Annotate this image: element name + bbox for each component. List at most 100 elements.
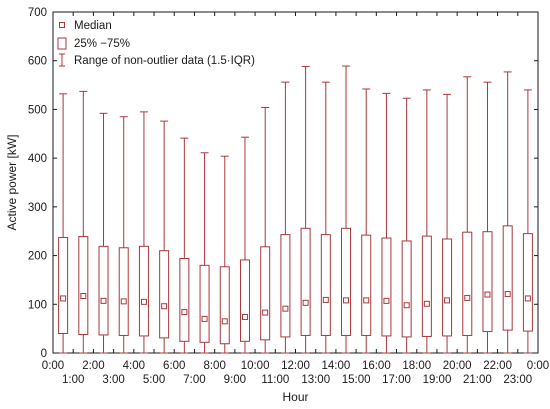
y-axis-title: Active power [kW] — [5, 134, 19, 230]
iqr-box — [300, 227, 311, 336]
x-tick-label: 5:00 — [143, 374, 165, 386]
y-tick-label: 700 — [28, 7, 47, 19]
iqr-box — [98, 245, 109, 336]
x-tick-label: 16:00 — [362, 360, 391, 372]
median-marker — [241, 313, 248, 320]
y-tick-label: 400 — [28, 153, 47, 165]
iqr-box — [442, 238, 453, 337]
box-2-00 — [98, 112, 109, 354]
x-tick-label: 13:00 — [301, 374, 330, 386]
iqr-box — [482, 231, 493, 333]
x-tick-label: 6:00 — [163, 360, 185, 372]
x-tick-label: 4:00 — [123, 360, 145, 372]
box-8-00 — [219, 155, 230, 354]
box-4-00 — [138, 111, 149, 354]
box-16-00 — [381, 92, 392, 354]
y-tick-label: 0 — [41, 348, 47, 360]
median-marker — [524, 295, 531, 302]
x-tick-label: 22:00 — [483, 360, 512, 372]
x-tick-label: 20:00 — [443, 360, 472, 372]
x-axis: 0:00 2:00 4:00 6:00 8:00 10:00 12:00 14:00 16:00… — [42, 12, 549, 386]
box-11-00 — [280, 81, 291, 354]
iqr-box — [381, 237, 392, 337]
median-marker — [262, 309, 269, 316]
median-marker — [181, 309, 188, 316]
x-tick-label: 3:00 — [102, 374, 124, 386]
iqr-box — [118, 247, 129, 336]
x-tick-label: 7:00 — [183, 374, 205, 386]
box-13-00 — [320, 81, 331, 354]
box-17-00 — [401, 97, 412, 354]
box-5-00 — [159, 120, 170, 354]
median-marker — [423, 300, 430, 307]
median-marker — [161, 303, 168, 310]
x-tick-label: 12:00 — [281, 360, 310, 372]
median-marker — [60, 295, 67, 302]
box-3-00 — [118, 116, 129, 354]
box-1-00 — [78, 90, 89, 354]
iqr-box — [179, 257, 190, 342]
x-tick-label: 10:00 — [241, 360, 270, 372]
iqr-box — [199, 264, 210, 343]
box-9-00 — [239, 136, 250, 354]
x-axis-title: Hour — [282, 390, 308, 404]
box-12-00 — [300, 66, 311, 354]
legend-whisker-marker — [59, 53, 65, 67]
y-tick-label: 500 — [28, 104, 47, 116]
box-15-00 — [361, 88, 372, 354]
legend-median-marker — [59, 22, 65, 28]
x-tick-label: 17:00 — [382, 374, 411, 386]
x-tick-label: 2:00 — [82, 360, 104, 372]
y-tick-label: 600 — [28, 56, 47, 68]
iqr-box — [522, 233, 533, 332]
iqr-box — [462, 231, 473, 336]
box-14-00 — [341, 65, 352, 354]
box-10-00 — [260, 106, 271, 354]
median-marker — [302, 299, 309, 306]
x-tick-label: 15:00 — [342, 374, 371, 386]
box-23-00 — [522, 89, 533, 354]
median-marker — [383, 297, 390, 304]
iqr-box — [320, 234, 331, 336]
iqr-box — [239, 259, 250, 342]
y-axis: 0 100 200 300 400 500 600 700 — [28, 7, 538, 360]
box-18-00 — [421, 89, 432, 354]
box-6-00 — [179, 137, 190, 354]
median-marker — [403, 302, 410, 309]
median-marker — [484, 291, 491, 298]
x-tick-label: 21:00 — [463, 374, 492, 386]
x-tick-label: 14:00 — [322, 360, 351, 372]
iqr-box — [58, 237, 69, 335]
median-marker — [282, 305, 289, 312]
y-tick-label: 300 — [28, 202, 47, 214]
box-22-00 — [502, 71, 513, 354]
median-marker — [140, 298, 147, 305]
legend-box: 25% −75% — [57, 37, 130, 50]
iqr-box — [159, 250, 170, 339]
x-tick-label: 11:00 — [261, 374, 289, 386]
median-marker — [504, 291, 511, 298]
legend-box-label: 25% −75% — [74, 38, 130, 50]
iqr-box — [219, 266, 230, 345]
box-21-00 — [482, 81, 493, 354]
iqr-box — [78, 236, 89, 335]
x-tick-label: 9:00 — [224, 374, 246, 386]
iqr-box — [138, 245, 149, 337]
iqr-box — [260, 246, 271, 341]
x-tick-label: 19:00 — [423, 374, 452, 386]
iqr-box — [502, 225, 513, 331]
median-marker — [120, 298, 127, 305]
x-tick-label: 0:00 — [527, 360, 549, 372]
box-series — [58, 65, 533, 354]
legend-median-label: Median — [74, 20, 112, 32]
iqr-box — [401, 240, 412, 338]
box-20-00 — [462, 76, 473, 354]
median-marker — [100, 297, 107, 304]
box-19-00 — [442, 93, 453, 354]
legend-whisker: Range of non-outlier data (1.5·IQR) — [59, 53, 255, 67]
median-marker — [343, 297, 350, 304]
iqr-box — [421, 235, 432, 337]
legend: Median 25% −75% Range of non-outlier dat… — [57, 20, 255, 67]
iqr-box — [280, 234, 291, 338]
